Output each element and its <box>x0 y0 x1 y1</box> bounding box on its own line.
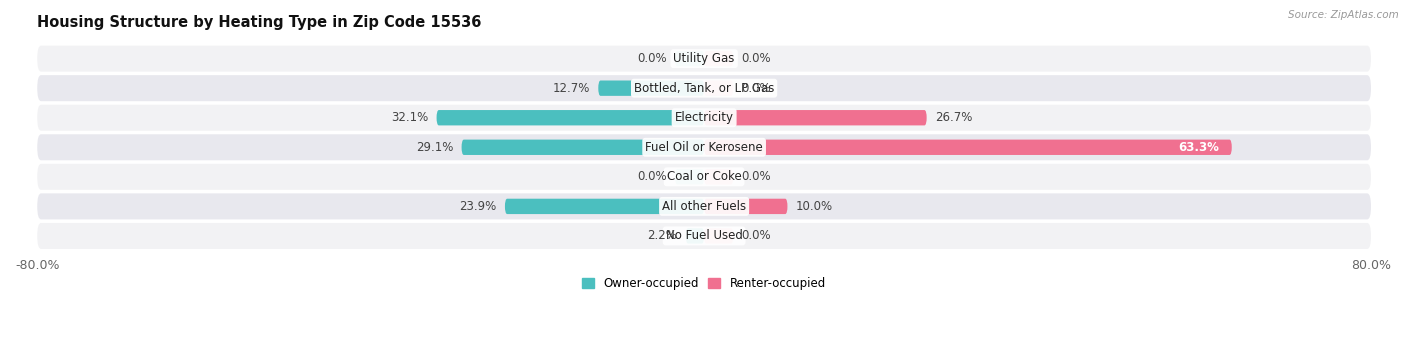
Legend: Owner-occupied, Renter-occupied: Owner-occupied, Renter-occupied <box>578 272 831 295</box>
Text: 0.0%: 0.0% <box>741 82 772 95</box>
Text: 29.1%: 29.1% <box>416 141 453 154</box>
Text: 23.9%: 23.9% <box>460 200 496 213</box>
FancyBboxPatch shape <box>599 80 704 96</box>
Text: All other Fuels: All other Fuels <box>662 200 747 213</box>
FancyBboxPatch shape <box>37 105 1371 131</box>
FancyBboxPatch shape <box>704 110 927 125</box>
Text: Source: ZipAtlas.com: Source: ZipAtlas.com <box>1288 10 1399 20</box>
Text: Fuel Oil or Kerosene: Fuel Oil or Kerosene <box>645 141 763 154</box>
FancyBboxPatch shape <box>704 139 1232 155</box>
FancyBboxPatch shape <box>37 46 1371 72</box>
FancyBboxPatch shape <box>704 228 734 243</box>
FancyBboxPatch shape <box>675 169 704 184</box>
Text: 0.0%: 0.0% <box>741 52 772 65</box>
Text: Utility Gas: Utility Gas <box>673 52 735 65</box>
Text: Electricity: Electricity <box>675 111 734 124</box>
FancyBboxPatch shape <box>686 228 704 243</box>
FancyBboxPatch shape <box>675 51 704 66</box>
FancyBboxPatch shape <box>704 80 734 96</box>
FancyBboxPatch shape <box>704 169 734 184</box>
FancyBboxPatch shape <box>505 199 704 214</box>
FancyBboxPatch shape <box>461 139 704 155</box>
FancyBboxPatch shape <box>704 199 787 214</box>
Text: 12.7%: 12.7% <box>553 82 591 95</box>
Text: 0.0%: 0.0% <box>637 170 666 183</box>
Text: Bottled, Tank, or LP Gas: Bottled, Tank, or LP Gas <box>634 82 775 95</box>
Text: 10.0%: 10.0% <box>796 200 832 213</box>
Text: 26.7%: 26.7% <box>935 111 973 124</box>
Text: 32.1%: 32.1% <box>391 111 429 124</box>
FancyBboxPatch shape <box>436 110 704 125</box>
Text: Coal or Coke: Coal or Coke <box>666 170 741 183</box>
FancyBboxPatch shape <box>37 134 1371 160</box>
Text: Housing Structure by Heating Type in Zip Code 15536: Housing Structure by Heating Type in Zip… <box>37 15 482 30</box>
Text: 0.0%: 0.0% <box>741 229 772 242</box>
Text: 63.3%: 63.3% <box>1178 141 1219 154</box>
Text: 2.2%: 2.2% <box>648 229 678 242</box>
FancyBboxPatch shape <box>37 223 1371 249</box>
FancyBboxPatch shape <box>37 193 1371 219</box>
Text: 0.0%: 0.0% <box>741 170 772 183</box>
FancyBboxPatch shape <box>37 75 1371 101</box>
Text: No Fuel Used: No Fuel Used <box>665 229 742 242</box>
Text: 0.0%: 0.0% <box>637 52 666 65</box>
FancyBboxPatch shape <box>37 164 1371 190</box>
FancyBboxPatch shape <box>704 51 734 66</box>
